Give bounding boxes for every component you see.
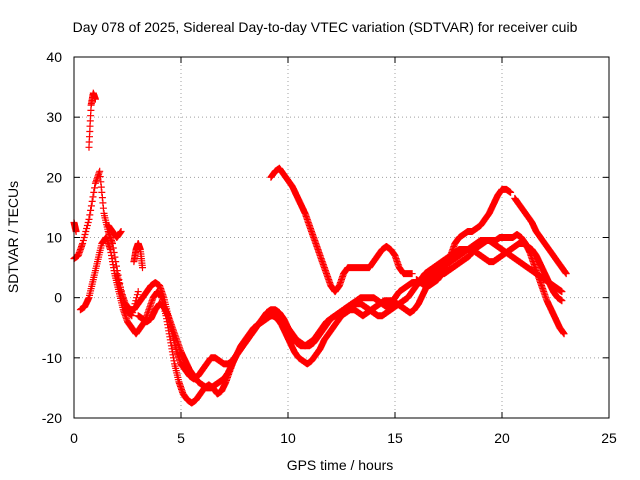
x-axis-label: GPS time / hours — [287, 457, 394, 473]
y-tick-label: 20 — [46, 169, 62, 185]
data-point-markers — [104, 222, 125, 241]
grid-lines — [74, 57, 609, 418]
x-tick-label: 0 — [70, 430, 78, 446]
y-tick-label: 30 — [46, 109, 62, 125]
y-tick-label: 40 — [46, 49, 62, 65]
series-arc-9 — [511, 194, 570, 278]
y-axis-label: SDTVAR / TECUs — [5, 181, 21, 293]
data-point-markers — [511, 194, 570, 278]
axis-ticks: 0 5 10 15 20 25 -20 -10 0 10 20 30 40 — [42, 49, 617, 446]
data-series — [70, 89, 570, 407]
x-tick-label: 15 — [387, 430, 403, 446]
data-point-markers — [412, 185, 515, 290]
x-tick-label: 5 — [177, 430, 185, 446]
y-tick-label: -10 — [42, 350, 62, 366]
series-arc-7 — [267, 164, 416, 296]
x-tick-label: 10 — [280, 430, 296, 446]
data-point-markers — [70, 219, 80, 235]
data-point-markers — [267, 164, 416, 296]
plot-frame — [73, 56, 610, 419]
y-tick-label: 10 — [46, 230, 62, 246]
series-arc-2 — [85, 89, 99, 151]
y-tick-label: 0 — [54, 290, 62, 306]
series-arc-10 — [130, 240, 146, 272]
x-tick-label: 25 — [601, 430, 617, 446]
x-tick-label: 20 — [494, 430, 510, 446]
data-point-markers — [85, 89, 99, 151]
series-arc-11 — [104, 222, 125, 241]
y-tick-label: -20 — [42, 410, 62, 426]
series-arc-3 — [70, 219, 80, 235]
data-point-markers — [134, 240, 566, 392]
data-point-markers — [130, 240, 146, 272]
series-arc-8 — [412, 185, 515, 290]
chart-title: Day 078 of 2025, Sidereal Day-to-day VTE… — [73, 19, 578, 35]
series-arc-6 — [134, 240, 566, 392]
